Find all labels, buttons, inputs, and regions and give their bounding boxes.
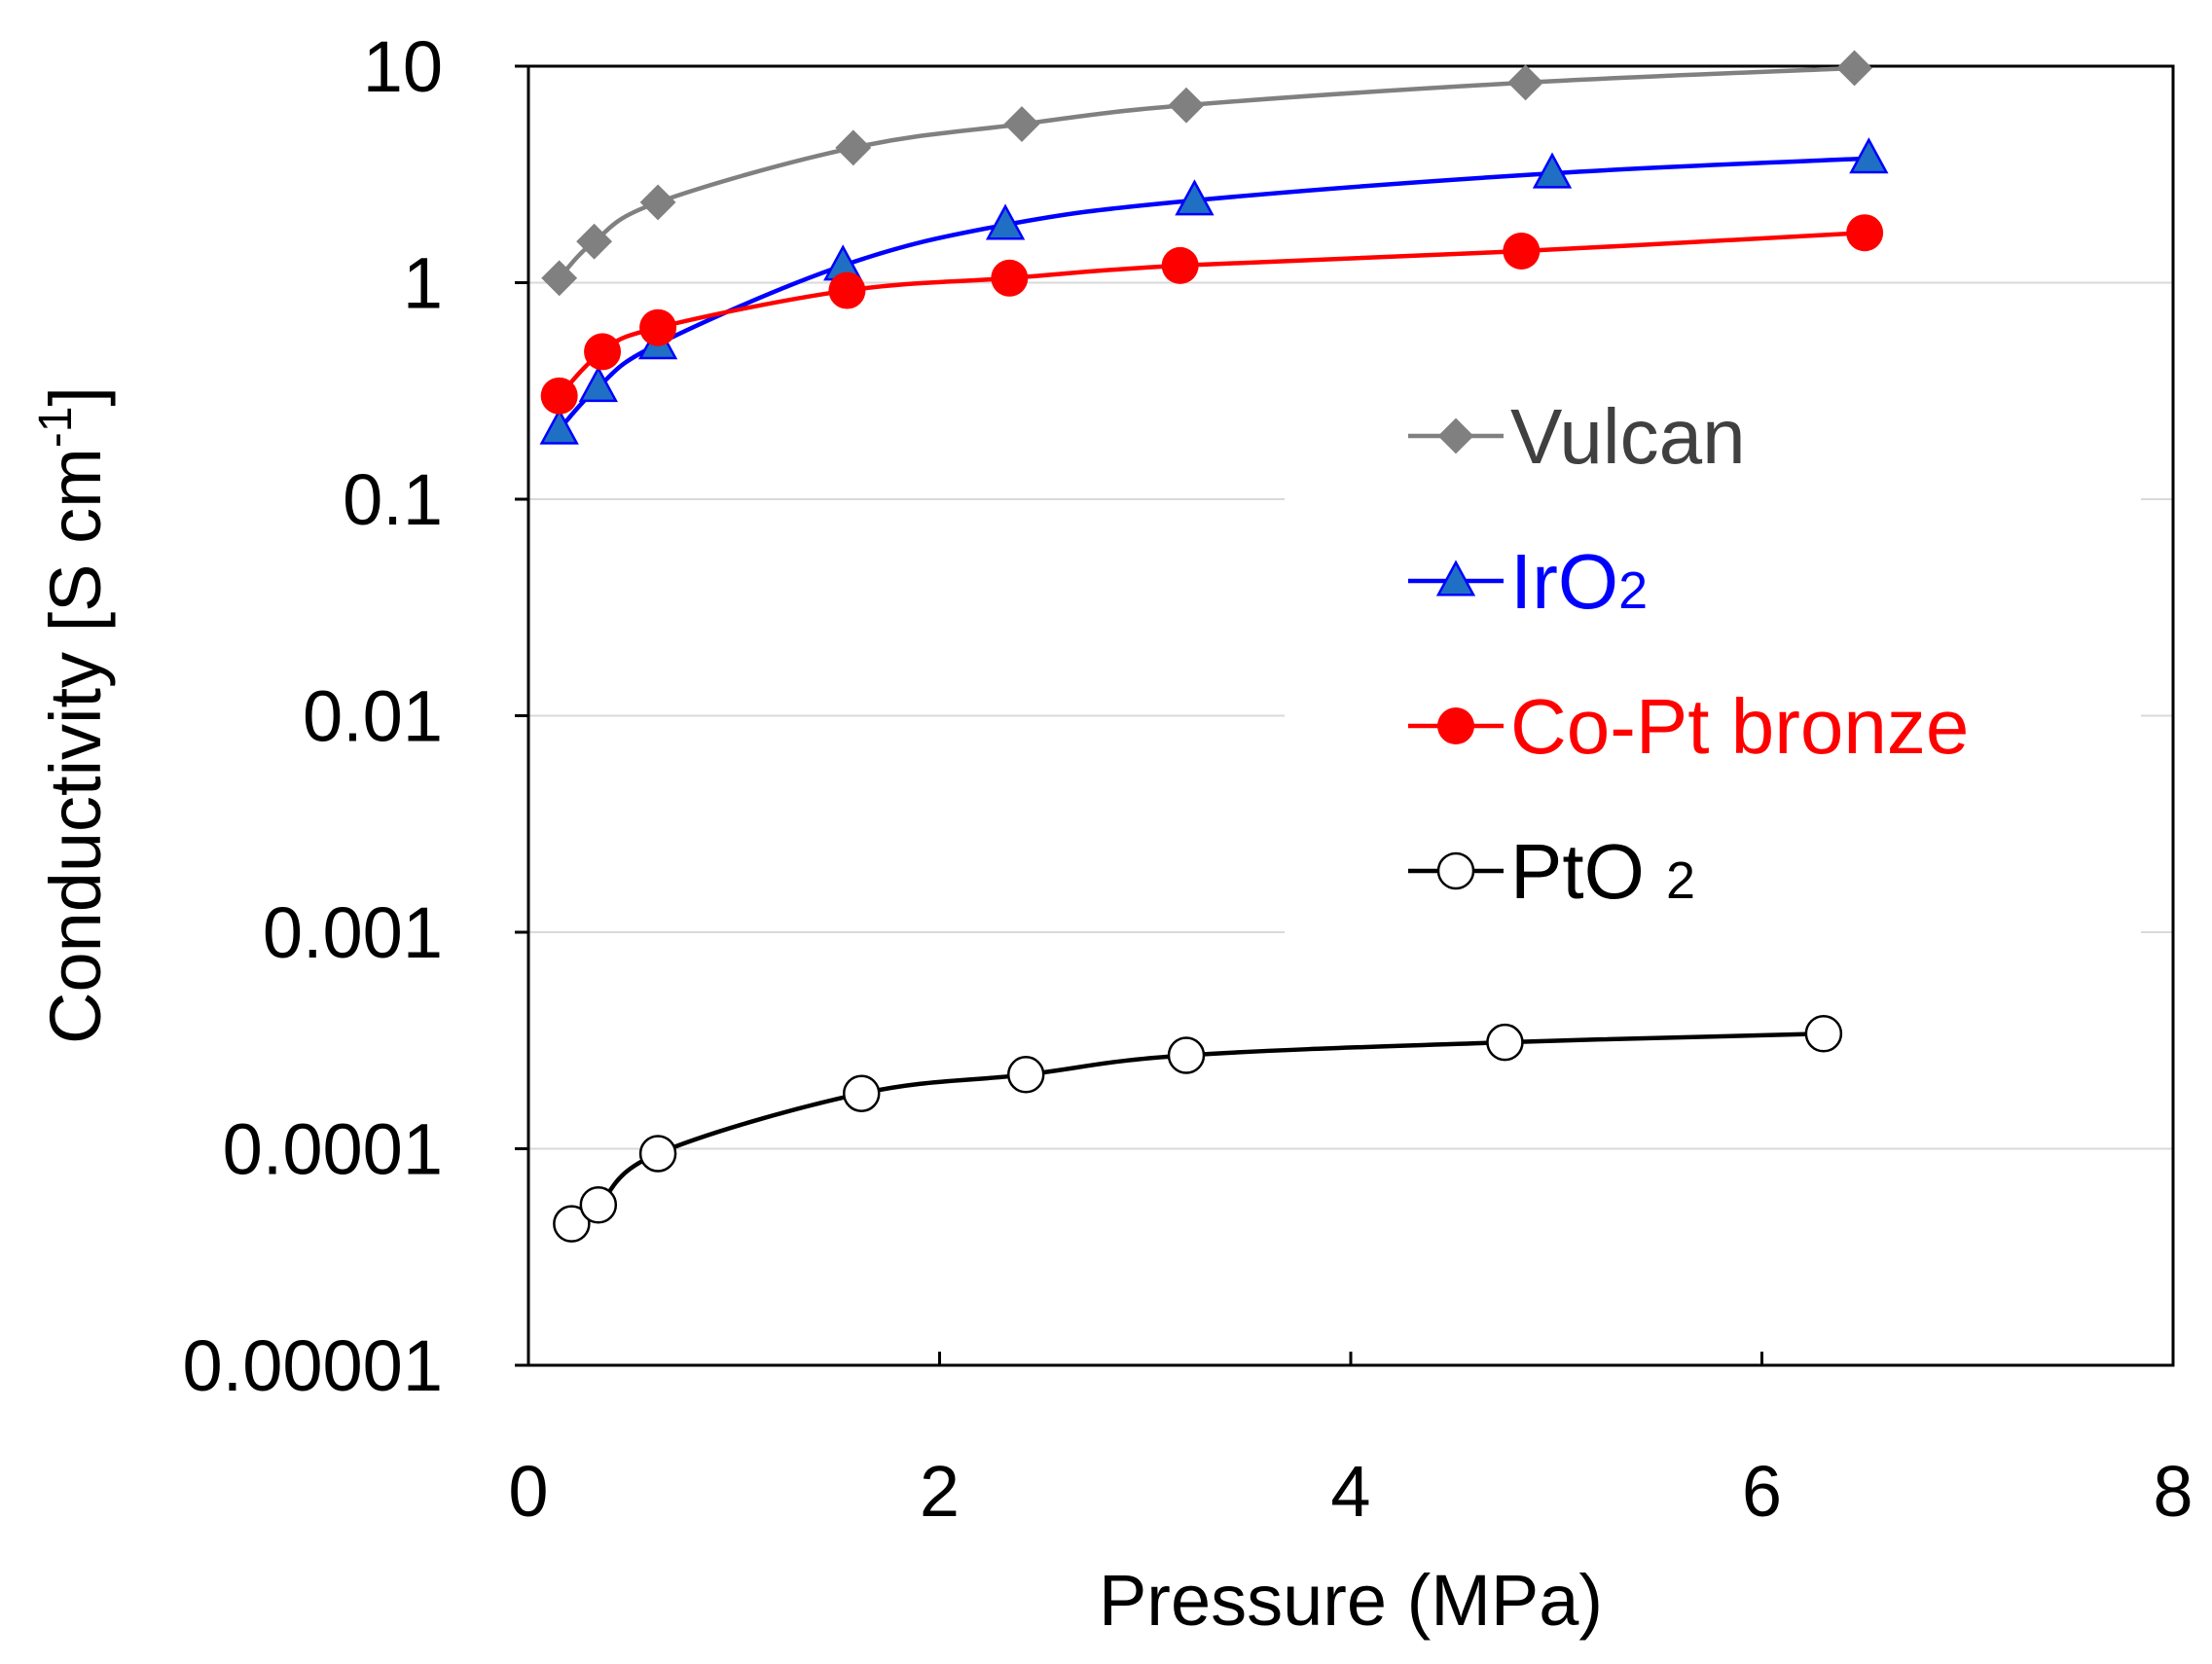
y-tick-label: 0.001 [263, 892, 443, 973]
pto-marker [1436, 851, 1475, 890]
x-tick-labels: 0 2 4 6 8 [508, 1451, 2193, 1532]
y-tick-label: 0.01 [303, 676, 443, 757]
x-tick-label: 4 [1330, 1451, 1370, 1532]
legend-label-text: Vulcan [1510, 393, 1746, 480]
legend-entry-vulcan: Vulcan [1408, 393, 1746, 480]
co-pt-bronze-marker [991, 259, 1029, 297]
co-pt-bronze-marker [1846, 214, 1884, 252]
pto-marker [1486, 1023, 1524, 1062]
vulcan-marker [1003, 106, 1040, 142]
y-tick-labels: 10 1 0.1 0.01 0.001 0.0001 0.00001 [183, 26, 444, 1406]
x-axis-title: Pressure (MPa) [1099, 1560, 1603, 1641]
vulcan-marker [835, 129, 872, 166]
pto-marker [638, 1135, 677, 1173]
series-line-co-pt-bronze [558, 230, 1866, 398]
legend-label-iro: IrO2 [1510, 538, 1648, 625]
iro-marker [539, 408, 579, 445]
y-axis-title-close: ] [35, 386, 116, 407]
vulcan-marker [1168, 87, 1205, 124]
vulcan-marker [1437, 417, 1474, 454]
series-co-pt-bronze [540, 214, 1884, 415]
series-line-vulcan [558, 65, 1855, 280]
y-tick-label: 0.1 [343, 459, 443, 540]
legend-label-co-pt-bronze: Co-Pt bronze [1510, 683, 1969, 770]
pto-marker [842, 1074, 881, 1112]
x-tick-label: 0 [508, 1451, 548, 1532]
y-axis-title: Conductivity [S cm-1] [30, 386, 116, 1044]
x-tick-label: 8 [2153, 1451, 2193, 1532]
x-tick-label: 6 [1742, 1451, 1782, 1532]
legend-label-text: IrO [1510, 538, 1618, 625]
legend-entry-pto: PtO 2 [1408, 828, 1695, 915]
axis-ticks [515, 64, 2175, 1367]
pto-marker [1167, 1036, 1206, 1074]
series-layer [539, 50, 1889, 1243]
vulcan-marker [541, 260, 578, 297]
vulcan-marker [1507, 64, 1543, 101]
legend-label-pto: PtO 2 [1510, 828, 1695, 915]
co-pt-bronze-marker [1161, 246, 1199, 284]
vulcan-marker [576, 223, 613, 260]
iro-marker [578, 366, 618, 403]
pto-marker [1006, 1056, 1045, 1094]
y-tick-label: 0.0001 [223, 1109, 443, 1190]
iro-marker [1532, 152, 1573, 189]
co-pt-bronze-marker [639, 308, 677, 346]
iro-marker [985, 203, 1026, 240]
vulcan-marker [1836, 50, 1872, 87]
legend-label-text: PtO [1510, 828, 1666, 915]
co-pt-bronze-marker [1503, 232, 1541, 270]
co-pt-bronze-marker [828, 271, 866, 309]
y-axis-title-superscript: -1 [30, 407, 82, 449]
legend-label-subscript: 2 [1618, 561, 1648, 620]
series-pto [553, 1014, 1843, 1243]
legend-label-vulcan: Vulcan [1510, 393, 1746, 480]
iro-marker [1849, 137, 1889, 174]
y-axis-title-main: Conductivity [S cm [35, 448, 116, 1044]
vulcan-marker [639, 184, 676, 221]
iro-marker [1435, 560, 1476, 597]
pto-marker [1804, 1014, 1843, 1053]
x-tick-label: 2 [920, 1451, 960, 1532]
series-vulcan [541, 50, 1872, 297]
co-pt-bronze-marker [540, 377, 578, 415]
pto-marker [579, 1186, 618, 1224]
y-tick-label: 1 [403, 243, 443, 324]
legend-label-subscript: 2 [1666, 851, 1695, 910]
iro-marker [1175, 179, 1215, 216]
legend-entry-iro: IrO2 [1408, 538, 1648, 625]
y-tick-label: 10 [363, 26, 443, 107]
co-pt-bronze-marker [584, 333, 622, 371]
pto-marker [553, 1205, 591, 1243]
legend-background [1285, 384, 2141, 949]
y-tick-label: 0.00001 [183, 1325, 444, 1406]
legend-entry-co-pt-bronze: Co-Pt bronze [1408, 683, 1969, 770]
co-pt-bronze-marker [1437, 707, 1474, 744]
legend-label-text: Co-Pt bronze [1510, 683, 1969, 770]
